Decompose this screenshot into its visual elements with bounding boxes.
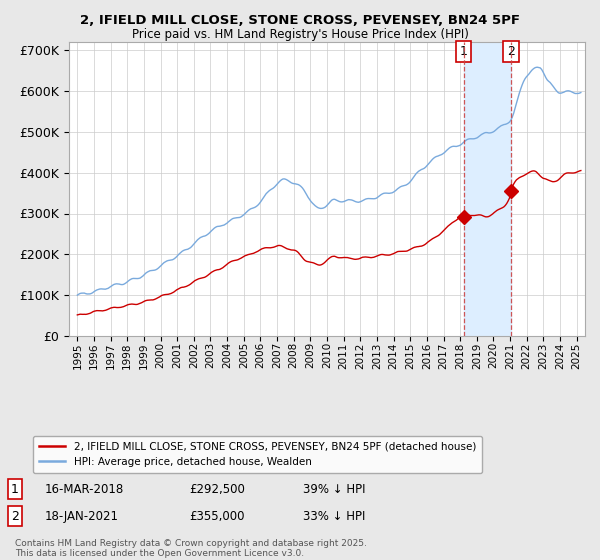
Text: 18-JAN-2021: 18-JAN-2021	[45, 510, 119, 522]
Text: 2: 2	[11, 510, 19, 522]
Text: Price paid vs. HM Land Registry's House Price Index (HPI): Price paid vs. HM Land Registry's House …	[131, 28, 469, 41]
Text: 1: 1	[460, 45, 467, 58]
Legend: 2, IFIELD MILL CLOSE, STONE CROSS, PEVENSEY, BN24 5PF (detached house), HPI: Ave: 2, IFIELD MILL CLOSE, STONE CROSS, PEVEN…	[33, 436, 482, 473]
Text: 33% ↓ HPI: 33% ↓ HPI	[303, 510, 365, 522]
Text: 2, IFIELD MILL CLOSE, STONE CROSS, PEVENSEY, BN24 5PF: 2, IFIELD MILL CLOSE, STONE CROSS, PEVEN…	[80, 14, 520, 27]
Text: Contains HM Land Registry data © Crown copyright and database right 2025.
This d: Contains HM Land Registry data © Crown c…	[15, 539, 367, 558]
Text: 16-MAR-2018: 16-MAR-2018	[45, 483, 124, 496]
Bar	[464, 42, 511, 336]
Text: £355,000: £355,000	[189, 510, 245, 522]
Text: 2: 2	[507, 45, 515, 58]
Text: 39% ↓ HPI: 39% ↓ HPI	[303, 483, 365, 496]
Text: 1: 1	[11, 483, 19, 496]
Text: £292,500: £292,500	[189, 483, 245, 496]
